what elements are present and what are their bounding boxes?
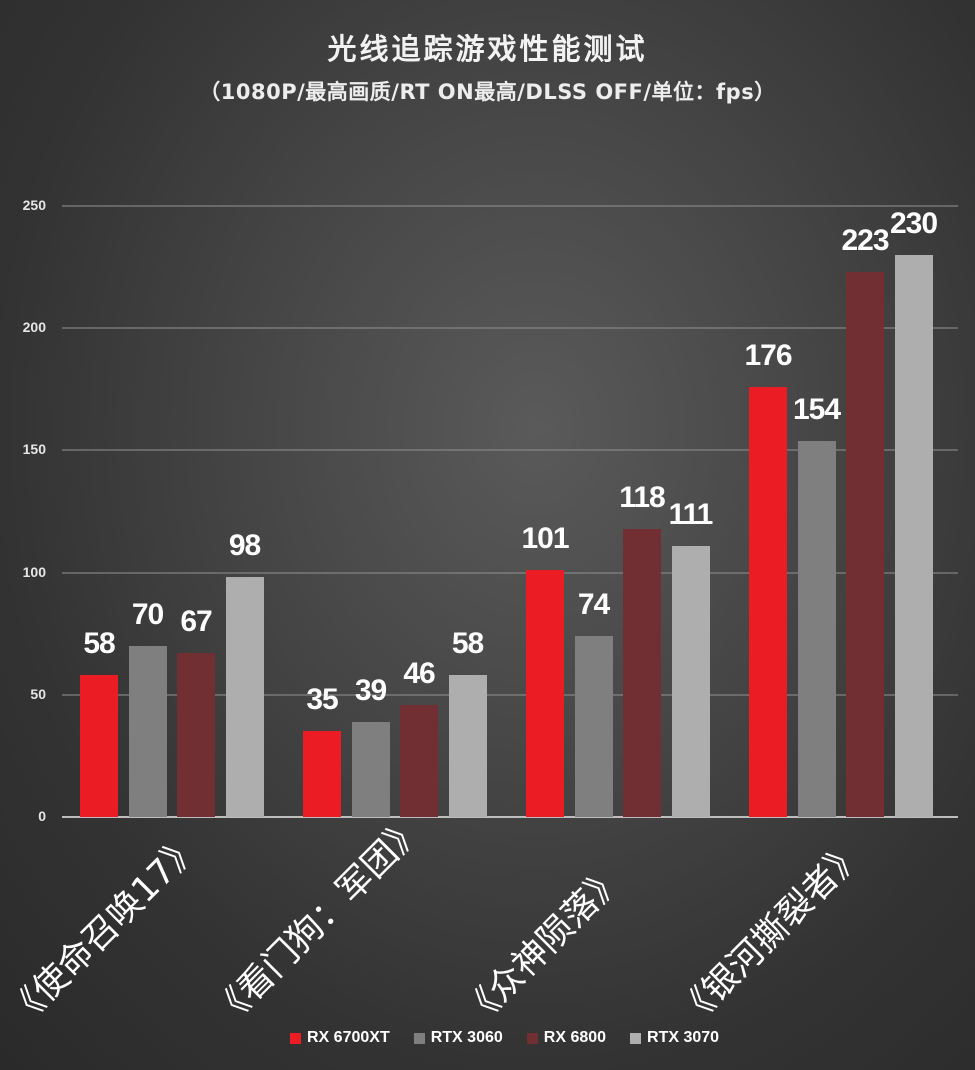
- bar: [749, 386, 787, 817]
- bar: [623, 528, 661, 817]
- data-label: 223: [841, 223, 889, 257]
- data-label: 70: [131, 597, 164, 631]
- legend-swatch-icon: [413, 1032, 425, 1044]
- gridline-50: [62, 693, 958, 696]
- legend-item: RX 6700XT: [290, 1029, 390, 1047]
- legend-swatch-icon: [630, 1032, 642, 1044]
- legend-swatch-icon: [290, 1032, 301, 1044]
- bar: [400, 704, 438, 817]
- legend-item: RTX 3070: [630, 1029, 719, 1047]
- data-label: 35: [306, 683, 338, 717]
- data-label: 74: [577, 588, 610, 622]
- gridline-150: [62, 449, 958, 452]
- bar: [177, 653, 215, 817]
- data-label: 58: [83, 627, 115, 661]
- y-tick-label: 100: [22, 563, 46, 580]
- bar: [526, 570, 564, 817]
- bar: [671, 545, 710, 817]
- chart-title: 光线追踪游戏性能测试: [327, 32, 648, 66]
- legend-swatch-icon: [526, 1032, 538, 1044]
- data-label: 39: [354, 673, 387, 707]
- bar: [225, 577, 264, 817]
- legend-label: RX 6700XT: [307, 1029, 390, 1046]
- gridline-100: [62, 571, 958, 574]
- y-tick-label: 250: [22, 197, 46, 213]
- data-label: 98: [228, 529, 261, 563]
- gridline-0: [62, 816, 958, 818]
- data-label: 230: [889, 206, 938, 240]
- bar: [797, 440, 836, 817]
- data-label: 154: [792, 392, 841, 426]
- data-label: 111: [668, 497, 714, 531]
- bar: [448, 675, 487, 817]
- category-label: 《银河撕裂者》: [670, 833, 872, 1035]
- chart-subtitle: （1080P/最高画质/RT ON最高/DLSS OFF/单位：fps）: [199, 80, 776, 104]
- bar: [846, 271, 884, 817]
- gridline-200: [62, 327, 958, 330]
- data-label: 118: [619, 480, 665, 514]
- bar: [894, 254, 933, 817]
- bar: [128, 645, 167, 817]
- data-label: 101: [521, 522, 569, 556]
- y-tick-label: 50: [30, 685, 46, 702]
- data-label: 46: [403, 656, 435, 690]
- category-label: 《使命召唤17》: [0, 826, 209, 1035]
- legend-item: RX 6800: [526, 1029, 607, 1047]
- category-label: 《众神陨落》: [455, 857, 633, 1035]
- y-tick-label: 150: [22, 441, 46, 458]
- legend-label: RTX 3070: [647, 1029, 720, 1046]
- data-label: 176: [744, 338, 792, 372]
- gridline-250: [62, 205, 958, 207]
- y-tick-label: 0: [38, 808, 46, 824]
- bar: [80, 675, 118, 817]
- legend-label: RX 6800: [543, 1029, 607, 1046]
- y-tick-label: 200: [22, 319, 46, 336]
- bar: [351, 721, 390, 817]
- data-label: 67: [180, 605, 212, 639]
- legend-label: RTX 3060: [430, 1029, 503, 1046]
- bar: [303, 731, 341, 817]
- category-label: 《看门狗：军团》: [205, 808, 432, 1035]
- bar: [574, 636, 613, 817]
- legend: RX 6700XT RTX 3060 RX 6800 RTX 3070: [290, 1029, 719, 1047]
- data-label: 58: [451, 627, 484, 661]
- legend-item: RTX 3060: [413, 1029, 503, 1047]
